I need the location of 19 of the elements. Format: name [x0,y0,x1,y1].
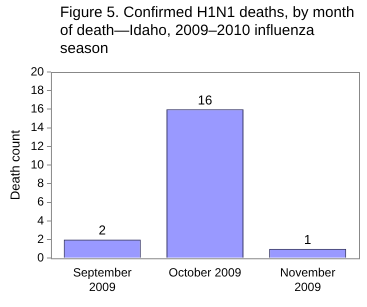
y-tick-label: 12 [30,138,44,153]
x-tick-label: September 2009 [72,266,132,294]
y-tick-label: 16 [30,102,44,116]
y-tick-label: 6 [37,194,44,209]
y-tick-label: 2 [37,232,44,246]
y-tick-label: 10 [30,157,44,172]
y-axis-title: Death count [7,130,22,200]
y-tick-label: 0 [37,250,44,265]
data-label: 2 [98,222,106,238]
chart-title: Figure 5. Confirmed H1N1 deaths, by month of death—Idaho, 2009–2010 influenza season [60,4,356,58]
y-tick-label: 4 [37,213,44,228]
y-tick-label: 8 [37,176,44,190]
data-label: 1 [304,232,312,247]
y-tick-label: 18 [30,82,44,97]
y-tick-label: 20 [30,64,44,78]
data-label: 16 [198,92,212,108]
y-tick-label: 14 [30,120,44,134]
x-tick-label: November 2009 [280,266,336,294]
x-tick-label: October 2009 [168,266,242,280]
